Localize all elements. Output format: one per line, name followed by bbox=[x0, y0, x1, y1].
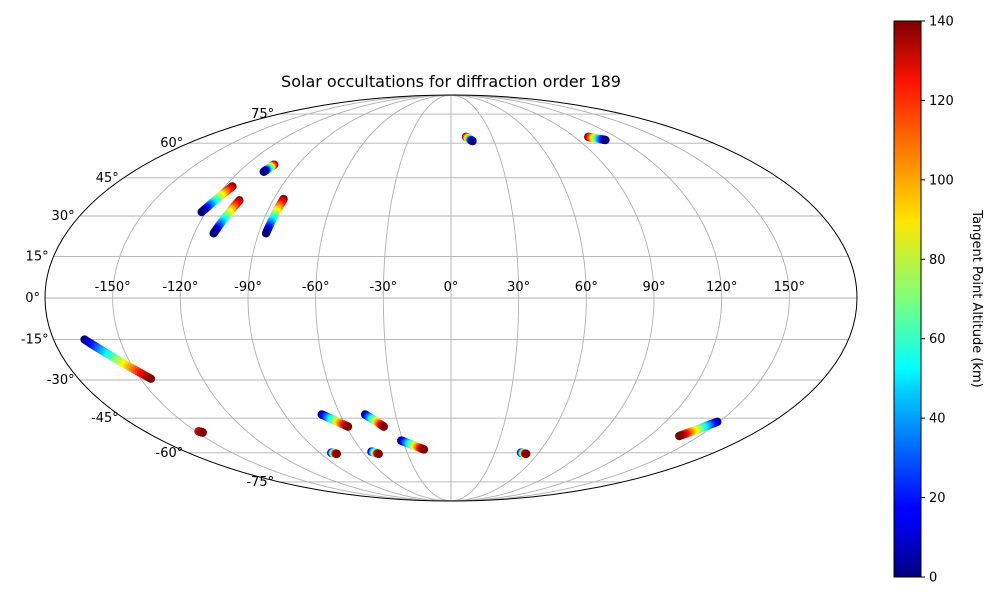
occultation-track bbox=[194, 427, 207, 437]
occultation-track bbox=[360, 410, 389, 431]
latitude-tick-label: -45° bbox=[91, 411, 119, 426]
colorbar-tick-label: 40 bbox=[929, 412, 946, 427]
latitude-tick-label: -75° bbox=[246, 475, 274, 490]
longitude-gridline bbox=[247, 95, 452, 501]
colorbar-tick-label: 60 bbox=[929, 332, 946, 347]
longitude-tick-label: 60° bbox=[575, 280, 598, 295]
track-point bbox=[259, 167, 268, 176]
track-point bbox=[209, 229, 218, 238]
latitude-tick-label: -60° bbox=[156, 446, 184, 461]
occultation-track bbox=[327, 448, 342, 459]
longitude-tick-label: -30° bbox=[369, 280, 397, 295]
occultation-track bbox=[397, 436, 429, 454]
longitude-tick-label: -60° bbox=[302, 280, 330, 295]
longitude-gridline bbox=[450, 95, 790, 501]
longitude-gridline bbox=[315, 95, 452, 501]
track-point bbox=[198, 428, 207, 437]
colorbar bbox=[893, 20, 922, 578]
latitude-tick-label: 60° bbox=[160, 136, 183, 151]
track-point bbox=[601, 135, 610, 145]
occultation-track bbox=[261, 194, 288, 238]
track-point bbox=[261, 229, 271, 238]
longitude-gridline bbox=[112, 95, 452, 501]
longitude-tick-label: 120° bbox=[706, 280, 737, 295]
occultation-track bbox=[461, 132, 477, 146]
track-point bbox=[146, 374, 156, 383]
latitude-tick-label: -15° bbox=[21, 333, 49, 348]
occultation-track bbox=[584, 132, 610, 145]
longitude-gridline bbox=[450, 95, 655, 501]
colorbar-tick-label: 80 bbox=[929, 253, 946, 268]
latitude-tick-label: 45° bbox=[96, 171, 119, 186]
track-point bbox=[419, 445, 429, 454]
latitude-tick-label: -30° bbox=[47, 373, 75, 388]
longitude-tick-label: -90° bbox=[234, 280, 262, 295]
longitude-tick-label: -150° bbox=[95, 280, 131, 295]
occultation-track bbox=[197, 182, 237, 217]
longitude-tick-label: 150° bbox=[774, 280, 805, 295]
occultation-track bbox=[367, 447, 383, 459]
colorbar-tick-label: 100 bbox=[929, 173, 954, 188]
occultation-track bbox=[209, 196, 244, 238]
latitude-tick-labels: -75° -60° -45° -30° -15° 0° 15° 30° 45° 60° 75° bbox=[21, 107, 274, 490]
colorbar-label: Tangent Point Altitude (km) bbox=[969, 209, 984, 387]
chart-title: Solar occultations for diffraction order… bbox=[281, 72, 621, 91]
colorbar-tick-label: 120 bbox=[929, 94, 954, 109]
longitude-tick-label: -120° bbox=[162, 280, 198, 295]
longitude-tick-label: 30° bbox=[507, 280, 530, 295]
latitude-tick-label: 75° bbox=[251, 107, 274, 122]
colorbar-tick-label: 20 bbox=[929, 491, 946, 506]
track-point bbox=[343, 422, 353, 431]
track-point bbox=[197, 207, 206, 217]
latitude-tick-label: 0° bbox=[25, 291, 40, 306]
latitude-tick-label: 15° bbox=[26, 249, 49, 264]
longitude-tick-label: 0° bbox=[444, 280, 459, 295]
longitude-gridline bbox=[450, 95, 587, 501]
track-point bbox=[379, 422, 389, 431]
colorbar-tick-label: 140 bbox=[929, 15, 954, 30]
longitude-tick-label: 90° bbox=[642, 280, 665, 295]
track-point bbox=[374, 449, 383, 459]
longitude-gridline bbox=[179, 95, 452, 501]
latitude-tick-label: 30° bbox=[52, 209, 75, 224]
occultation-track bbox=[80, 335, 156, 383]
occultation-track bbox=[516, 448, 531, 459]
occultation-track bbox=[259, 160, 279, 176]
longitude-gridline bbox=[450, 95, 520, 501]
track-point bbox=[521, 449, 531, 459]
track-point bbox=[332, 449, 342, 459]
occultation-track bbox=[317, 410, 353, 431]
track-point bbox=[468, 136, 477, 146]
colorbar-tick-label: 0 bbox=[929, 571, 937, 586]
longitude-gridline bbox=[382, 95, 452, 501]
track-point bbox=[675, 431, 684, 441]
colorbar-ticks: 0 20 40 60 80 100 120 140 bbox=[921, 15, 954, 586]
globe-outline bbox=[44, 94, 858, 502]
occultation-tracks bbox=[80, 132, 722, 459]
occultation-track bbox=[675, 417, 722, 441]
longitude-tick-labels: -150° -120° -90° -60° -30° 0° 30° 60° 90° 120° 150… bbox=[95, 280, 805, 295]
graticule bbox=[45, 95, 857, 501]
longitude-gridline bbox=[450, 95, 723, 501]
